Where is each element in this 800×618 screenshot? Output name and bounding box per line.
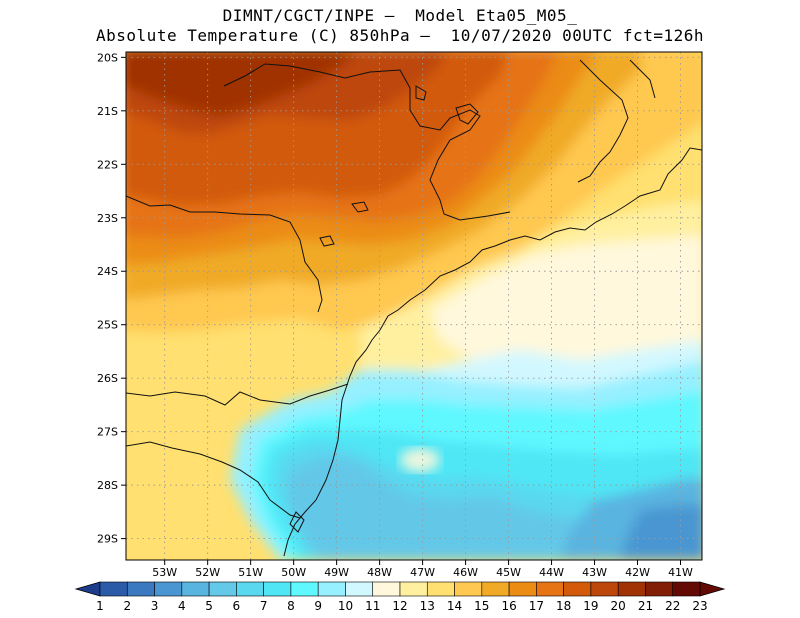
colorbar-label: 14 [447,599,462,613]
colorbar-label: 4 [178,599,186,613]
colorbar-swatch [617,581,646,597]
lon-tick-label: 53W [152,566,177,579]
lon-tick-label: 49W [324,566,349,579]
colorbar-label: 12 [392,599,407,613]
figure-title-line-1: DIMNT/CGCT/INPE – Model Eta05_M05_ [222,6,578,25]
state-border-east [577,59,629,183]
lon-tick-label: 41W [668,566,693,579]
lat-tick-label: 24S [97,265,118,278]
lon-tick-label: 43W [582,566,607,579]
colorbar-swatch [236,581,264,597]
lon-tick-label: 42W [625,566,650,579]
lat-tick-label: 26S [97,372,118,385]
colorbar-swatch [208,581,237,597]
colorbar-label: 15 [474,599,489,613]
colorbar-label: 21 [638,599,653,613]
colorbar-label: 23 [692,599,707,613]
plot-area [126,52,702,560]
lake-4 [319,235,335,247]
colorbar-label: 9 [314,599,322,613]
lat-tick-label: 22S [97,158,118,171]
lake-3 [351,201,369,213]
lake-2 [415,85,427,101]
colorbar-label: 1 [96,599,104,613]
colorbar-label: 11 [365,599,380,613]
colorbar-swatch [645,581,674,597]
colorbar-label: 18 [556,599,571,613]
state-border-sp-mg [126,195,323,313]
lat-tick-label: 29S [97,533,118,546]
colorbar-swatch [372,581,401,597]
colorbar-label: 20 [611,599,626,613]
colorbar-swatch [536,581,564,597]
political-boundaries [126,59,702,557]
state-border-north [223,63,511,221]
colorbar-swatch [154,581,183,597]
colorbar-swatch [454,581,483,597]
lon-tick-label: 52W [195,566,220,579]
colorbar-label: 10 [338,599,353,613]
plot-frame [125,51,703,561]
colorbar-swatch [481,581,510,597]
colorbar-label: 17 [529,599,544,613]
lat-tick-label: 25S [97,319,118,332]
state-border-sc-rs [126,441,301,519]
colorbar-label: 22 [665,599,680,613]
longitude-axis: 53W 52W 51W 50W 49W 48W 47W 46W 45W 44W 43W 42W 41W [152,560,693,579]
border-mg-es [629,59,656,99]
colorbar-swatch [345,581,374,597]
colorbar-swatch [126,581,155,597]
field-band-11 [430,236,702,372]
colorbar-label: 6 [233,599,241,613]
colorbar-arrow-low [74,581,101,597]
lon-tick-label: 45W [496,566,521,579]
colorbar-arrow-high [699,581,726,597]
coastline [283,147,702,557]
lon-tick-label: 44W [539,566,564,579]
colorbar-label: 19 [583,599,598,613]
colorbar: 1 2 3 4 5 6 7 8 9 10 11 12 13 14 15 16 17 18 19 20 21 22 23 [74,581,726,613]
lon-tick-label: 47W [410,566,435,579]
colorbar-swatch [426,581,455,597]
lon-tick-label: 51W [238,566,263,579]
colorbar-swatch [672,581,701,597]
lon-tick-label: 50W [281,566,306,579]
lake-1 [455,103,479,125]
lat-tick-label: 28S [97,479,118,492]
lat-tick-label: 23S [97,212,118,225]
latitude-axis: 20S 21S 22S 23S 24S 25S 26S 27S 28S 29S [97,51,126,546]
colorbar-swatch [399,581,428,597]
colorbar-swatch [563,581,592,597]
lon-tick-label: 48W [367,566,392,579]
lagoon [289,511,305,533]
colorbar-label: 13 [420,599,435,613]
colorbar-swatch [317,581,346,597]
colorbar-label: 5 [205,599,213,613]
colorbar-label: 3 [151,599,159,613]
colorbar-swatch [263,581,292,597]
colorbar-label: 16 [501,599,516,613]
colorbar-swatch [590,581,619,597]
colorbar-swatch [290,581,319,597]
lon-tick-label: 46W [453,566,478,579]
lat-tick-label: 27S [97,426,118,439]
colorbar-swatch [508,581,537,597]
figure-title-line-2: Absolute Temperature (C) 850hPa – 10/07/… [96,26,704,45]
colorbar-swatch [181,581,210,597]
field-pocket-light [400,448,440,472]
grid-lines [126,52,702,560]
colorbar-label: 7 [260,599,268,613]
lat-tick-label: 21S [97,105,118,118]
temperature-field [126,52,702,560]
colorbar-label: 2 [123,599,131,613]
state-border-pr-sc [126,383,349,406]
colorbar-label: 8 [287,599,295,613]
colorbar-swatch [99,581,128,597]
field-band-3 [620,505,702,560]
lat-tick-label: 20S [97,51,118,64]
